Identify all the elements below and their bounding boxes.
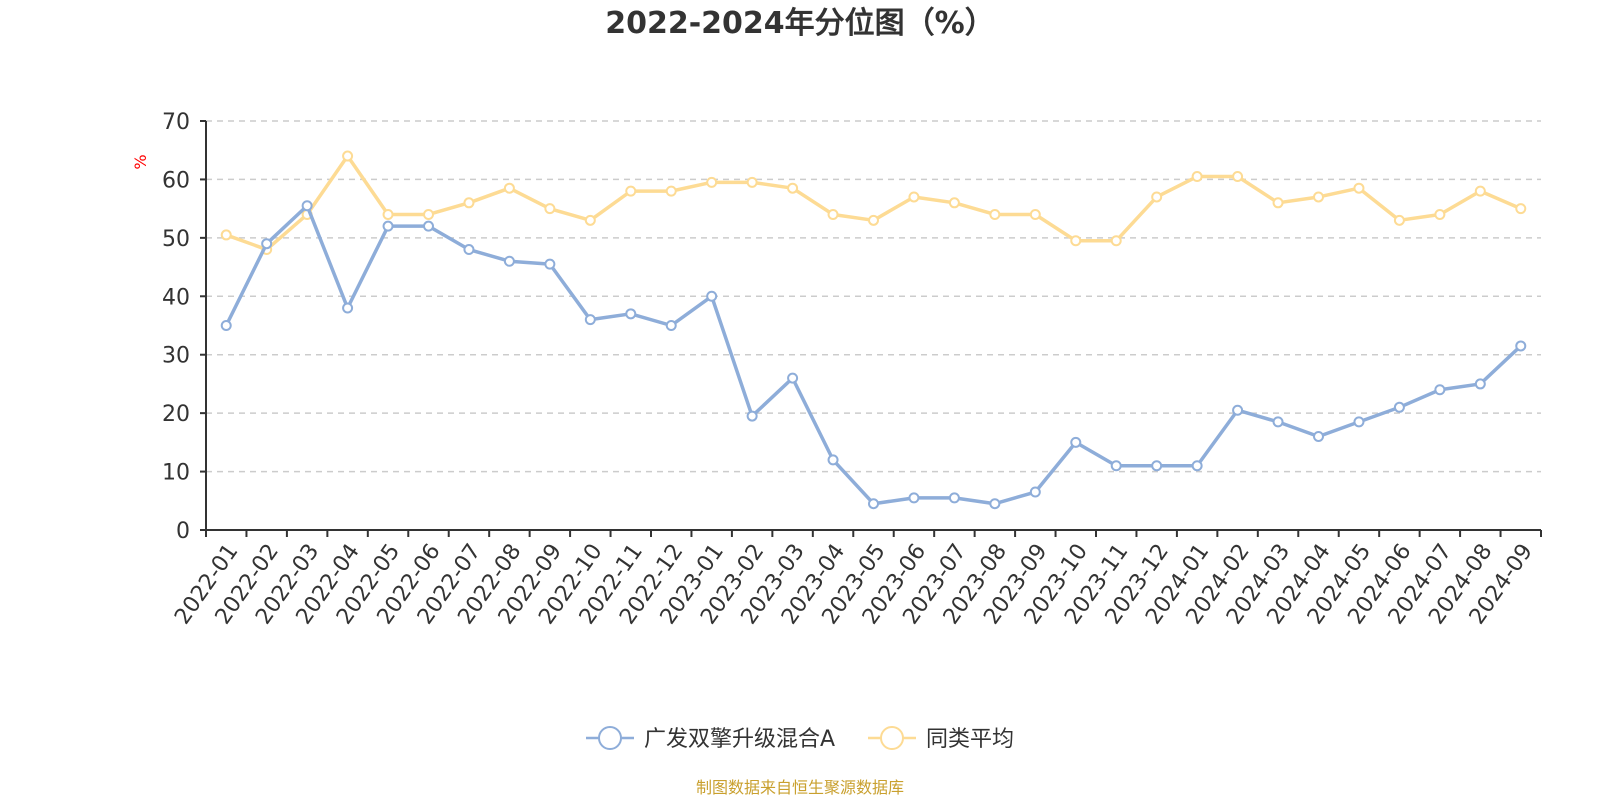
data-point[interactable]	[989, 498, 1001, 510]
data-point[interactable]	[1434, 384, 1446, 396]
y-tick-label: 0	[176, 519, 190, 544]
legend-circle-icon	[880, 726, 904, 750]
data-point[interactable]	[1110, 460, 1122, 472]
data-point[interactable]	[989, 208, 1001, 220]
data-point[interactable]	[1474, 378, 1486, 390]
series-group	[220, 150, 1527, 510]
data-point[interactable]	[1313, 431, 1324, 443]
data-point[interactable]	[463, 197, 475, 209]
data-point[interactable]	[948, 197, 960, 209]
y-tick-label: 40	[162, 285, 190, 310]
data-point[interactable]	[1151, 191, 1163, 203]
axes	[200, 120, 1542, 537]
legend-item-0[interactable]: 广发双擎升级混合A	[586, 726, 835, 752]
data-point[interactable]	[787, 372, 799, 384]
data-point[interactable]	[827, 454, 839, 466]
y-tick-label: 50	[162, 227, 190, 252]
data-point[interactable]	[1029, 486, 1041, 498]
grid-lines	[206, 120, 1541, 473]
data-point[interactable]	[625, 308, 637, 320]
data-point[interactable]	[423, 220, 434, 232]
data-point[interactable]	[1191, 171, 1203, 183]
data-point[interactable]	[1434, 208, 1446, 220]
data-point[interactable]	[342, 150, 354, 162]
legend-label: 广发双擎升级混合A	[644, 727, 835, 752]
data-point[interactable]	[1151, 460, 1163, 472]
y-tick-label: 70	[162, 110, 190, 135]
data-point[interactable]	[503, 255, 515, 267]
data-point[interactable]	[908, 191, 920, 203]
data-point[interactable]	[948, 492, 960, 504]
data-point[interactable]	[706, 290, 718, 302]
data-point[interactable]	[1313, 191, 1324, 203]
data-point[interactable]	[463, 244, 475, 256]
legend: 广发双擎升级混合A 同类平均	[586, 726, 1014, 752]
y-tick-label: 10	[162, 461, 190, 486]
data-point[interactable]	[868, 498, 879, 510]
data-point[interactable]	[1393, 401, 1405, 413]
legend-circle-icon	[598, 726, 622, 750]
data-point[interactable]	[261, 238, 273, 250]
series-0	[220, 200, 1527, 510]
data-point[interactable]	[787, 182, 799, 194]
series-1	[220, 150, 1527, 256]
legend-item-1[interactable]: 同类平均	[868, 726, 1014, 752]
data-point[interactable]	[584, 314, 596, 326]
data-point[interactable]	[423, 208, 434, 220]
data-point[interactable]	[1029, 208, 1041, 220]
data-point[interactable]	[1110, 235, 1122, 247]
data-point[interactable]	[544, 203, 556, 215]
data-point[interactable]	[1515, 203, 1527, 215]
data-source-note: 制图数据来自恒生聚源数据库	[696, 778, 904, 797]
data-point[interactable]	[1272, 416, 1284, 428]
data-point[interactable]	[1232, 404, 1244, 416]
data-point[interactable]	[382, 208, 394, 220]
data-point[interactable]	[908, 492, 920, 504]
data-point[interactable]	[220, 320, 232, 331]
data-point[interactable]	[1353, 182, 1365, 194]
data-point[interactable]	[301, 200, 313, 212]
y-tick-label: 30	[162, 344, 190, 369]
data-point[interactable]	[1191, 460, 1203, 472]
data-point[interactable]	[342, 302, 354, 314]
data-point[interactable]	[1474, 185, 1486, 197]
y-tick-label: 20	[162, 402, 190, 427]
data-point[interactable]	[1353, 416, 1365, 428]
y-tick-labels: 0 10 20 30 40 50 60 70	[162, 110, 190, 544]
data-point[interactable]	[1232, 171, 1244, 183]
data-point[interactable]	[382, 220, 394, 232]
data-point[interactable]	[625, 185, 637, 197]
data-point[interactable]	[1515, 340, 1527, 352]
data-point[interactable]	[706, 176, 718, 188]
legend-label: 同类平均	[926, 727, 1014, 752]
series-line	[224, 154, 1523, 252]
data-point[interactable]	[1393, 214, 1405, 226]
data-point[interactable]	[665, 320, 677, 331]
data-point[interactable]	[746, 410, 758, 422]
data-point[interactable]	[503, 182, 515, 194]
x-tick-labels: 2022-012022-022022-032022-042022-052022-…	[170, 540, 1538, 630]
data-point[interactable]	[220, 229, 232, 241]
data-point[interactable]	[1070, 235, 1082, 247]
data-point[interactable]	[868, 214, 879, 226]
data-point[interactable]	[665, 185, 677, 197]
data-point[interactable]	[544, 258, 556, 270]
chart-title: 2022-2024年分位图（%）	[605, 6, 995, 41]
data-point[interactable]	[1070, 436, 1082, 448]
data-point[interactable]	[746, 176, 758, 188]
data-point[interactable]	[1272, 197, 1284, 209]
y-axis-label: %	[131, 154, 150, 169]
data-point[interactable]	[584, 214, 596, 226]
data-point[interactable]	[827, 208, 839, 220]
y-tick-label: 60	[162, 168, 190, 193]
